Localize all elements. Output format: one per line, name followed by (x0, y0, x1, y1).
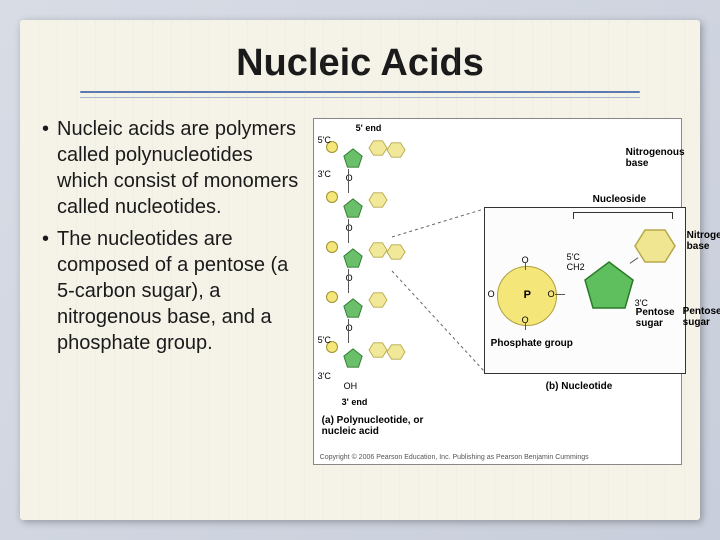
pentose-icon (342, 347, 364, 369)
bond-line (525, 322, 526, 330)
base-icon (368, 341, 388, 359)
pentose-icon (342, 247, 364, 269)
base-icon (386, 141, 406, 159)
title-underline (80, 91, 640, 93)
bond-line (348, 269, 349, 293)
bond-line (348, 319, 349, 343)
bond-line (348, 219, 349, 243)
label-o: O (488, 289, 495, 299)
nitrogenous-base-icon (633, 226, 677, 266)
label-three-c: 3'C (318, 371, 331, 381)
label-oh: OH (344, 381, 358, 391)
slide-paper: Nucleic Acids • Nucleic acids are polyme… (20, 20, 700, 520)
bond-line (348, 169, 349, 193)
pentose-icon (342, 297, 364, 319)
base-icon (386, 343, 406, 361)
title-underline-secondary (80, 97, 640, 98)
label-nucleoside: Nucleoside (593, 194, 646, 205)
content-row: • Nucleic acids are polymers called poly… (20, 116, 700, 465)
label-ch2: CH2 (567, 262, 585, 272)
caption-a: (a) Polynucleotide, or nucleic acid (322, 415, 452, 437)
base-icon (368, 241, 388, 259)
nucleotide-diagram: 5' end 5'C O 3'C O O O (313, 118, 682, 465)
label-pentose-sugar: Pentose sugar (636, 307, 686, 329)
copyright-text: Copyright © 2006 Pearson Education, Inc.… (320, 454, 589, 461)
phosphate-group-icon: P O O O O (497, 266, 557, 326)
bullet-item: • The nucleotides are composed of a pent… (38, 226, 309, 356)
pentose-sugar-icon (581, 256, 637, 312)
phosphate-icon (326, 241, 338, 253)
label-three-end: 3' end (342, 397, 368, 407)
label-three-c: 3'C (318, 169, 331, 179)
label-nitrogenous-base: Nitrogenous base (687, 230, 720, 252)
bullet-text: The nucleotides are composed of a pentos… (57, 226, 309, 356)
caption-b: (b) Nucleotide (546, 381, 613, 392)
text-column: • Nucleic acids are polymers called poly… (38, 116, 313, 465)
pentose-icon (342, 147, 364, 169)
base-icon (386, 243, 406, 261)
slide-title: Nucleic Acids (20, 20, 700, 91)
label-five-c: 5'C (567, 252, 580, 262)
nucleotide-detail-box: Nucleoside P O O O O 5'C CH2 3'C (484, 207, 686, 374)
label-pentose-sugar: Pentose sugar (683, 306, 720, 328)
bond-line (525, 262, 526, 270)
bullet-text: Nucleic acids are polymers called polynu… (57, 116, 309, 220)
nucleoside-brace (573, 212, 673, 219)
label-five-c: 5'C (318, 135, 331, 145)
bullet-marker: • (42, 116, 49, 220)
base-icon (368, 291, 388, 309)
bond-line (555, 294, 565, 295)
base-icon (368, 191, 388, 209)
label-o: O (548, 289, 555, 299)
label-five-end: 5' end (356, 123, 382, 133)
label-five-c: 5'C (318, 335, 331, 345)
phosphate-icon (326, 291, 338, 303)
pentose-icon (342, 197, 364, 219)
base-icon (368, 139, 388, 157)
bullet-marker: • (42, 226, 49, 356)
bullet-item: • Nucleic acids are polymers called poly… (38, 116, 309, 220)
phosphate-icon (326, 191, 338, 203)
label-p: P (524, 289, 531, 301)
label-nitrogenous-base: Nitrogenous base (626, 147, 686, 169)
label-phosphate-group: Phosphate group (491, 338, 573, 349)
